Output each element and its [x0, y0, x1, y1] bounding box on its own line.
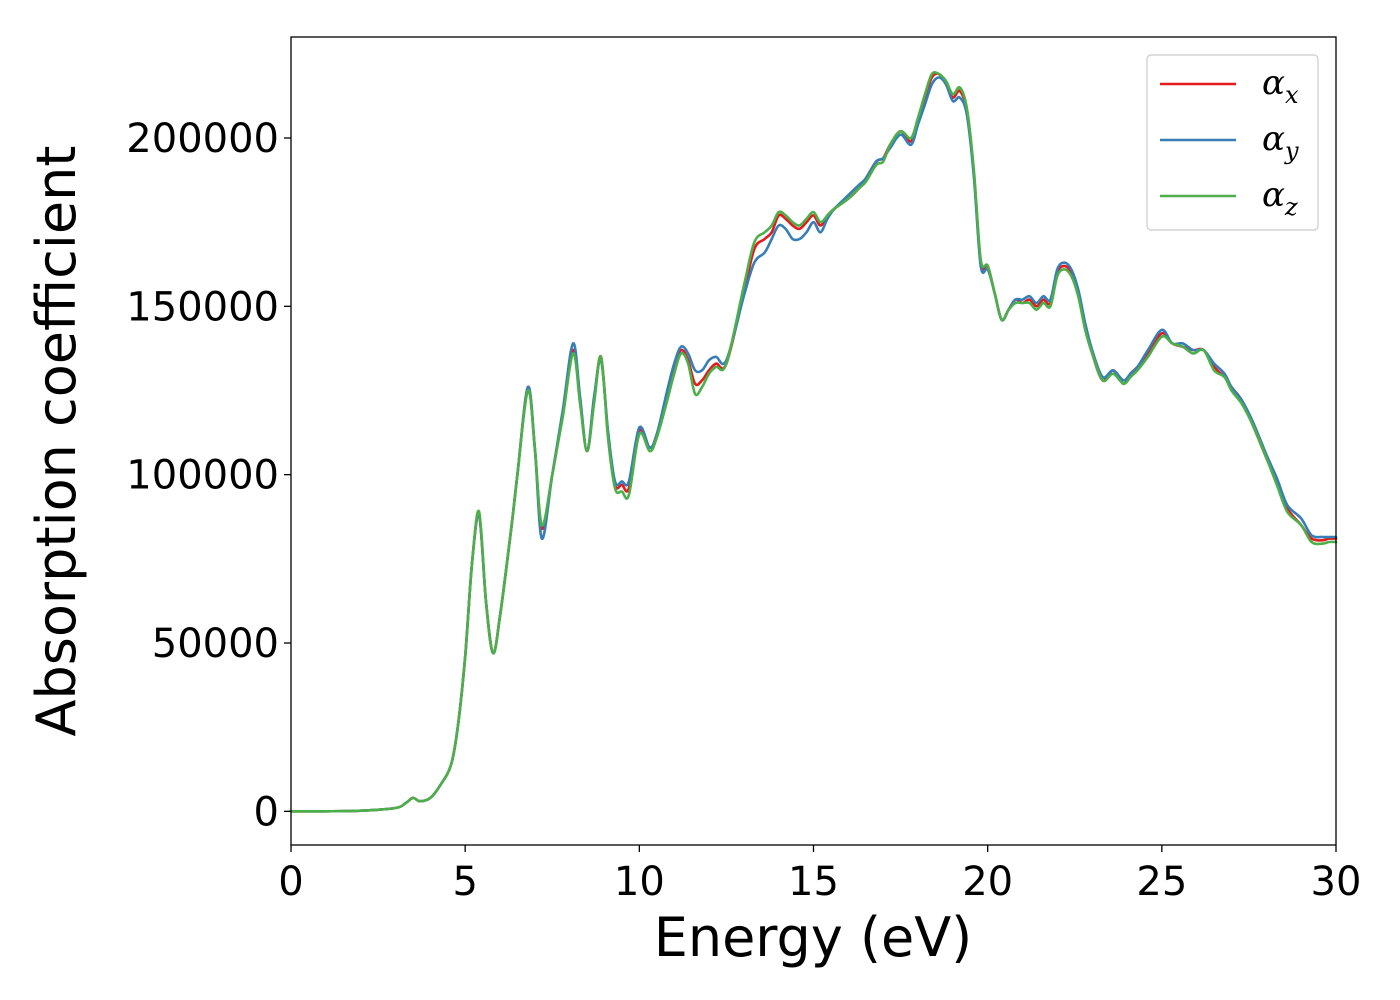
- y-tick-label: 200000: [126, 116, 279, 162]
- series-line-z: [289, 70, 1338, 813]
- legend-label-x: αx: [1262, 63, 1299, 109]
- y-tick-label: 100000: [126, 453, 279, 499]
- x-tick-label: 20: [962, 859, 1013, 905]
- x-axis-ticks: 0 5 10 15 20 25 30: [278, 845, 1361, 905]
- x-axis-title: Energy (eV): [654, 906, 973, 969]
- y-tick-label: 50000: [152, 621, 279, 667]
- y-tick-label: 0: [254, 789, 279, 835]
- series-layer: [289, 70, 1338, 813]
- legend-label-y: αy: [1262, 119, 1299, 165]
- y-axis-title: Absorption coefficient: [25, 146, 88, 737]
- y-axis-ticks: 0 50000 100000 150000 200000: [126, 116, 291, 835]
- legend-box: [1146, 54, 1319, 231]
- x-tick-label: 15: [788, 859, 839, 905]
- x-tick-label: 30: [1311, 859, 1362, 905]
- y-tick-label: 150000: [126, 284, 279, 330]
- x-tick-label: 10: [614, 859, 665, 905]
- x-tick-label: 0: [278, 859, 303, 905]
- legend-label-z: αz: [1262, 175, 1298, 221]
- x-tick-label: 25: [1136, 859, 1187, 905]
- legend: αx αy αz: [1146, 54, 1319, 231]
- legend-items: αx αy αz: [1160, 63, 1299, 221]
- x-tick-label: 5: [452, 859, 477, 905]
